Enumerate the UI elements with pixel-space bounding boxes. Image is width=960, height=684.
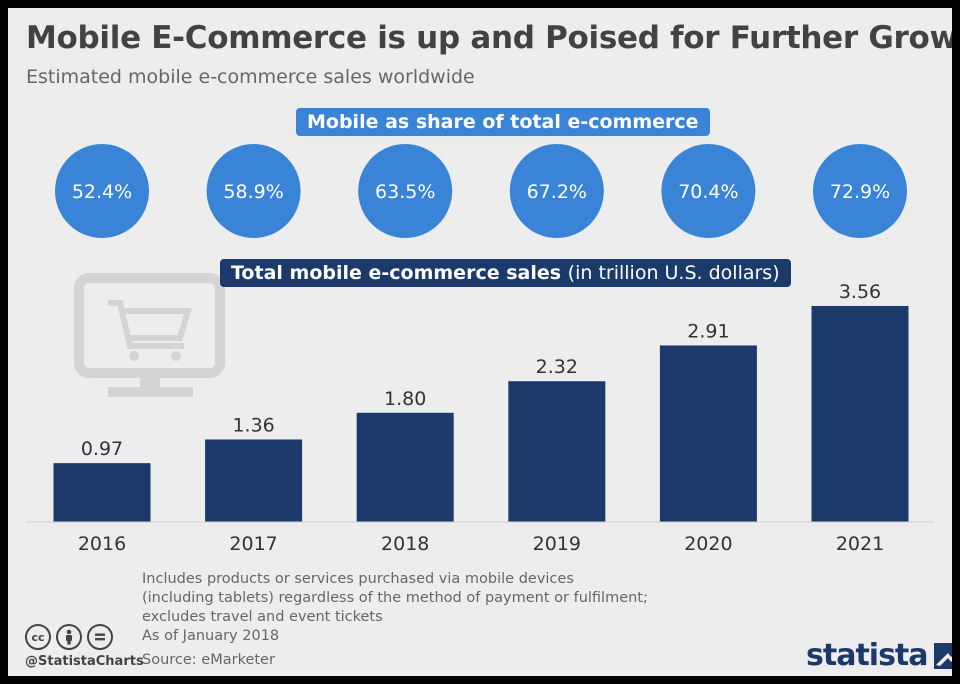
sales-heading-unit: (in trillion U.S. dollars) xyxy=(567,262,780,284)
x-tick-label: 2020 xyxy=(684,533,732,555)
attribution-icon xyxy=(56,624,82,650)
creative-commons-icon: cc xyxy=(25,624,51,650)
x-tick-label: 2021 xyxy=(836,533,884,555)
bar xyxy=(811,306,909,522)
share-circle xyxy=(661,144,756,238)
share-value-label: 58.9% xyxy=(223,181,283,203)
share-value-label: 52.4% xyxy=(72,181,132,203)
logo-mark-icon xyxy=(933,642,952,669)
bar xyxy=(205,439,303,522)
share-value-label: 72.9% xyxy=(830,181,890,203)
sales-heading-bold: Total mobile e-commerce sales xyxy=(231,262,562,284)
infographic-card: Mobile E-Commerce is up and Poised for F… xyxy=(8,8,952,676)
source-note: Source: eMarketer xyxy=(142,652,275,668)
bar xyxy=(508,381,606,522)
share-value-label: 63.5% xyxy=(375,181,435,203)
bar-series: 0.97 2016 1.36 2017 1.80 2018 2.32 2019 2.91 2020… xyxy=(53,281,909,555)
chart-subtitle: Estimated mobile e-commerce sales worldw… xyxy=(26,66,475,88)
social-handle: @StatistaCharts xyxy=(25,654,144,669)
chart-canvas: 52.4% 58.9% 63.5% 67.2% 70.4% 72.9% 0.97 2016 1… xyxy=(26,144,934,555)
x-tick-label: 2018 xyxy=(381,533,429,555)
logo-wordmark: statista xyxy=(806,638,929,673)
sales-heading: Total mobile e-commerce sales (in trilli… xyxy=(220,259,791,287)
share-circle xyxy=(206,144,301,238)
bar xyxy=(356,412,454,522)
share-value-label: 67.2% xyxy=(527,181,587,203)
share-circle xyxy=(509,144,604,238)
bar xyxy=(53,463,151,522)
x-tick-label: 2019 xyxy=(533,533,581,555)
bar xyxy=(659,345,757,522)
share-circle xyxy=(55,144,149,238)
share-circles: 52.4% 58.9% 63.5% 67.2% 70.4% 72.9% xyxy=(55,144,907,238)
share-circle xyxy=(358,144,453,238)
bar-value-label: 0.97 xyxy=(81,438,123,460)
statista-logo: statista xyxy=(806,638,952,673)
no-derivatives-icon xyxy=(87,624,113,650)
share-heading: Mobile as share of total e-commerce xyxy=(296,108,710,136)
cart-monitor-icon xyxy=(74,273,225,397)
footnote-line: (including tablets) regardless of the me… xyxy=(142,590,648,606)
chart-title: Mobile E-Commerce is up and Poised for F… xyxy=(26,20,952,56)
x-tick-label: 2016 xyxy=(78,533,126,555)
footnote-date: As of January 2018 xyxy=(142,628,280,644)
bar-value-label: 1.80 xyxy=(384,388,426,410)
license-icons: cc xyxy=(25,624,113,650)
bar-value-label: 2.91 xyxy=(687,320,729,342)
footnote-line: excludes travel and event tickets xyxy=(142,609,383,625)
footnote: Includes products or services purchased … xyxy=(142,570,662,646)
share-circle xyxy=(813,144,907,238)
bar-value-label: 2.32 xyxy=(536,356,578,378)
bar-value-label: 3.56 xyxy=(839,281,881,303)
share-value-label: 70.4% xyxy=(678,181,738,203)
bar-value-label: 1.36 xyxy=(232,414,274,436)
x-tick-label: 2017 xyxy=(229,533,277,555)
footnote-line: Includes products or services purchased … xyxy=(142,571,574,587)
